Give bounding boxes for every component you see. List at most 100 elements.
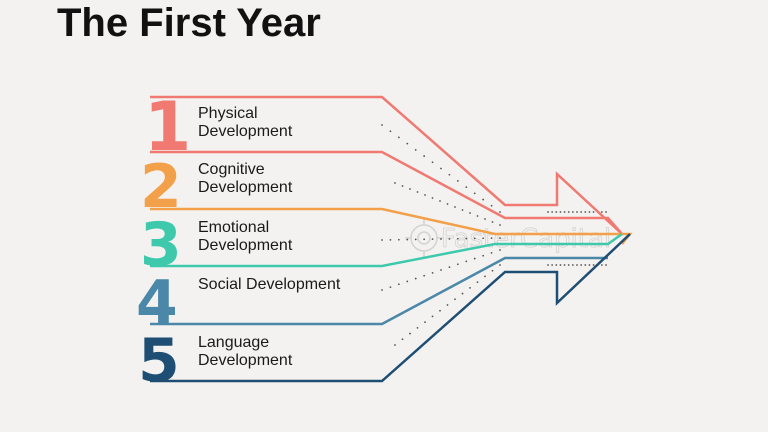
guide-dot	[397, 136, 400, 139]
guide-dot	[389, 130, 392, 133]
guide-dot	[406, 280, 409, 283]
guide-dot	[401, 338, 404, 341]
guide-dot	[551, 211, 554, 213]
guide-dot	[439, 309, 441, 312]
guide-dot	[423, 238, 426, 241]
guide-dot	[414, 277, 417, 280]
guide-dot	[406, 142, 409, 145]
guide-dot	[499, 249, 501, 251]
strand-physical	[150, 95, 623, 235]
guide-dot	[499, 224, 501, 226]
guide-dot	[473, 237, 476, 240]
guide-dot	[394, 344, 396, 346]
guide-dot	[491, 269, 494, 272]
strand-language	[150, 256, 608, 326]
guide-dot	[431, 271, 434, 274]
guide-dot	[576, 264, 578, 266]
label-language-line2: Development	[198, 352, 293, 369]
guide-dot	[571, 211, 574, 213]
guide-dot	[491, 221, 494, 223]
guide-dot	[484, 218, 486, 220]
guide-dot	[547, 264, 549, 266]
step-numbers: 1 2 3 4 5	[136, 88, 191, 396]
guide-dot	[414, 238, 417, 241]
arrow-strands	[150, 95, 633, 383]
guide-dot	[600, 264, 603, 266]
label-physical-line2: Development	[198, 123, 293, 140]
label-cognitive-line2: Development	[198, 179, 293, 196]
guide-dot	[559, 211, 562, 213]
number-5: 5	[138, 326, 180, 396]
guide-dot	[476, 281, 479, 284]
guide-dot	[401, 185, 404, 187]
guide-dot	[465, 186, 468, 189]
guide-dot	[424, 194, 426, 196]
guide-dot	[381, 124, 383, 126]
guide-dot	[605, 264, 607, 266]
guide-dot	[567, 264, 570, 266]
guide-dot	[580, 264, 583, 266]
guide-dot	[456, 263, 459, 266]
guide-dot	[424, 321, 426, 324]
guide-dot	[567, 211, 570, 213]
guide-dot	[431, 238, 434, 241]
guide-dot	[446, 304, 449, 306]
step-labels: Physical Development Cognitive Developme…	[198, 105, 341, 369]
guide-dot	[482, 237, 485, 240]
strand-cognitive	[150, 150, 623, 235]
guide-dot	[551, 264, 554, 266]
guide-dot	[588, 211, 591, 213]
guide-dot	[423, 155, 426, 157]
guide-dot	[456, 180, 459, 182]
guide-dot	[482, 198, 485, 201]
guide-dot	[431, 315, 434, 318]
page-title: The First Year	[57, 1, 321, 45]
guide-dot	[454, 298, 456, 301]
guide-dot	[409, 332, 411, 335]
guide-dot	[555, 264, 558, 266]
guide-dot	[439, 200, 441, 202]
number-4: 4	[136, 268, 178, 338]
strand-arrow-bottom	[150, 233, 631, 383]
watermark: FasterCapital	[405, 219, 611, 257]
guide-dot	[563, 264, 566, 266]
guide-dot	[584, 264, 587, 266]
guide-dot	[416, 191, 419, 193]
guide-dot	[592, 211, 595, 213]
guide-dot	[389, 238, 392, 241]
label-emotional-line2: Development	[198, 237, 293, 254]
guide-dot	[461, 292, 464, 295]
guide-dot	[484, 275, 486, 278]
guide-dot	[448, 237, 451, 240]
guide-dot	[490, 237, 493, 240]
guide-dot	[571, 264, 574, 266]
guide-dot	[592, 264, 595, 266]
guide-dot	[563, 211, 566, 213]
guide-dot	[559, 264, 562, 266]
number-1: 1	[144, 88, 191, 167]
strand-social	[150, 232, 623, 268]
guide-dot	[394, 182, 396, 184]
guide-dot	[381, 239, 383, 241]
guide-dot	[431, 161, 434, 164]
guide-dot	[499, 237, 501, 239]
guide-dot	[423, 274, 426, 277]
guide-dot	[473, 192, 476, 195]
guide-dot	[490, 251, 493, 254]
label-physical-line1: Physical	[198, 105, 258, 122]
guide-dot	[469, 286, 471, 289]
guide-dot	[499, 264, 501, 266]
guide-dot	[605, 211, 607, 213]
label-emotional-line1: Emotional	[198, 219, 269, 236]
guide-dot	[461, 209, 464, 211]
guide-dot	[431, 197, 434, 199]
guide-dot	[555, 211, 558, 213]
guide-dot	[440, 269, 442, 271]
guide-dot	[454, 206, 456, 208]
guide-dot	[580, 211, 583, 213]
guide-dot	[456, 237, 459, 240]
guide-dot	[409, 188, 411, 190]
gear-icon	[405, 219, 443, 257]
guide-dot	[448, 173, 451, 176]
